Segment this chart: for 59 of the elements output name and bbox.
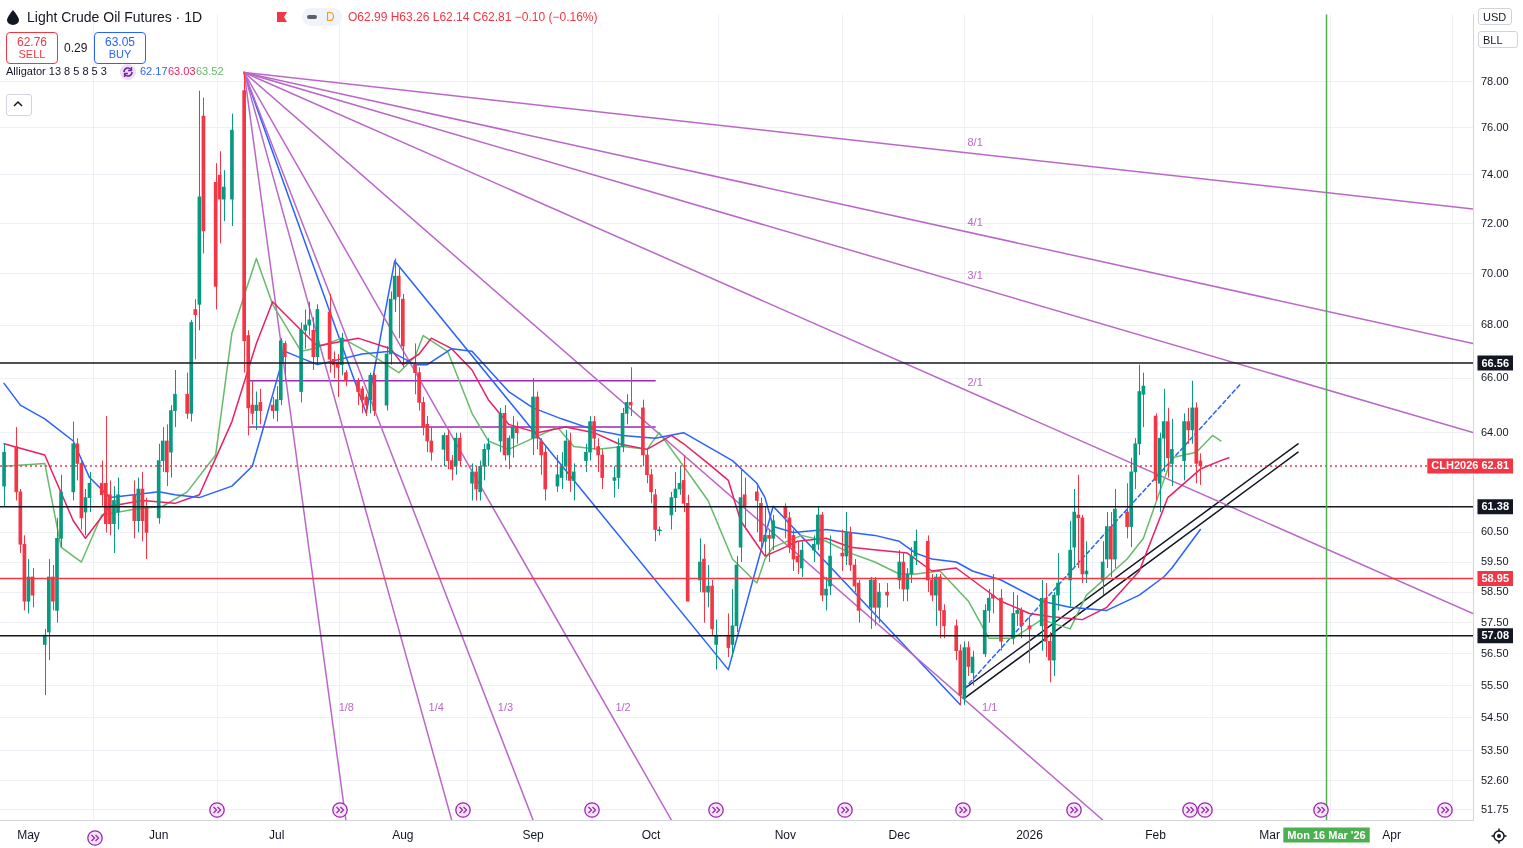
annotation: 62.17 <box>140 65 168 77</box>
text: USD <box>1478 8 1512 25</box>
series-label: 8/1 <box>967 135 983 148</box>
annotation: 63.52 <box>196 65 224 77</box>
x-tick-label: Feb <box>1145 827 1167 842</box>
y-tick-label: 64.00 <box>1481 425 1509 438</box>
series-label: 1/4 <box>428 701 444 714</box>
x-tick-label: Apr <box>1382 827 1401 842</box>
ref-line-label: 58.95 <box>1481 572 1509 585</box>
x-tick-label: Jun <box>149 827 169 842</box>
y-tick-label: 58.50 <box>1481 585 1509 598</box>
text: BLL <box>1478 31 1518 48</box>
ref-line-label: Mon 16 Mar '26 <box>1287 828 1366 841</box>
series-label: 4/1 <box>967 215 983 228</box>
y-tick-label: 54.50 <box>1481 710 1509 723</box>
x-tick-label: Sep <box>522 827 545 842</box>
annotation: SELL <box>17 48 47 60</box>
annotation: 62.76 <box>16 35 48 49</box>
y-tick-label: 72.00 <box>1481 216 1509 229</box>
y-tick-label: 70.00 <box>1481 266 1509 279</box>
y-tick-label: 55.50 <box>1481 678 1509 691</box>
y-tick-label: 53.50 <box>1481 743 1509 756</box>
annotation: 63.05 <box>104 35 136 49</box>
y-tick-label: 78.00 <box>1481 74 1509 87</box>
annotation: Alligator 13 8 5 8 5 3 <box>6 65 107 77</box>
ref-line-label: 61.38 <box>1481 500 1509 513</box>
y-tick-label: 74.00 <box>1481 168 1509 181</box>
ref-line-label: 66.56 <box>1481 356 1509 369</box>
annotation: 63.03 <box>168 65 196 77</box>
x-tick-label: May <box>17 827 40 842</box>
x-tick-label: Dec <box>888 827 910 842</box>
series-label: 1/3 <box>497 701 514 714</box>
x-tick-label: Nov <box>774 827 796 842</box>
y-tick-label: 59.50 <box>1481 555 1509 568</box>
y-tick-label: 66.00 <box>1481 371 1509 384</box>
x-tick-label: Oct <box>641 827 662 842</box>
chart-subtitle: O62.99 H63.26 L62.14 C62.81 −0.10 (−0.16%) <box>348 10 598 24</box>
y-tick-label: 56.50 <box>1481 646 1509 659</box>
x-tick-label: 2026 <box>1016 827 1044 842</box>
series-label: 3/1 <box>967 268 983 281</box>
x-tick-label: Mar <box>1259 827 1280 842</box>
series-label: 1/1 <box>982 701 998 714</box>
x-tick-label: Jul <box>269 827 285 842</box>
series-label: 1/8 <box>338 701 354 714</box>
y-tick-label: 52.60 <box>1481 773 1509 786</box>
y-tick-label: 51.75 <box>1481 802 1509 815</box>
y-tick-label: 76.00 <box>1481 120 1509 133</box>
y-tick-label: 68.00 <box>1481 318 1509 331</box>
annotation: D <box>326 10 335 24</box>
annotation: BUY <box>107 48 133 60</box>
ref-line-label: CLH2026 62.81 <box>1431 459 1510 472</box>
y-tick-label: 60.50 <box>1481 525 1509 538</box>
series-label: 1/2 <box>615 701 631 714</box>
annotation: 0.29 <box>64 41 88 55</box>
ref-line-label: 57.08 <box>1481 629 1509 642</box>
x-tick-label: Aug <box>392 827 414 842</box>
chart-title: Light Crude Oil Futures · 1D <box>27 9 203 25</box>
series-label: 2/1 <box>967 376 983 389</box>
y-tick-label: 57.50 <box>1481 615 1509 628</box>
